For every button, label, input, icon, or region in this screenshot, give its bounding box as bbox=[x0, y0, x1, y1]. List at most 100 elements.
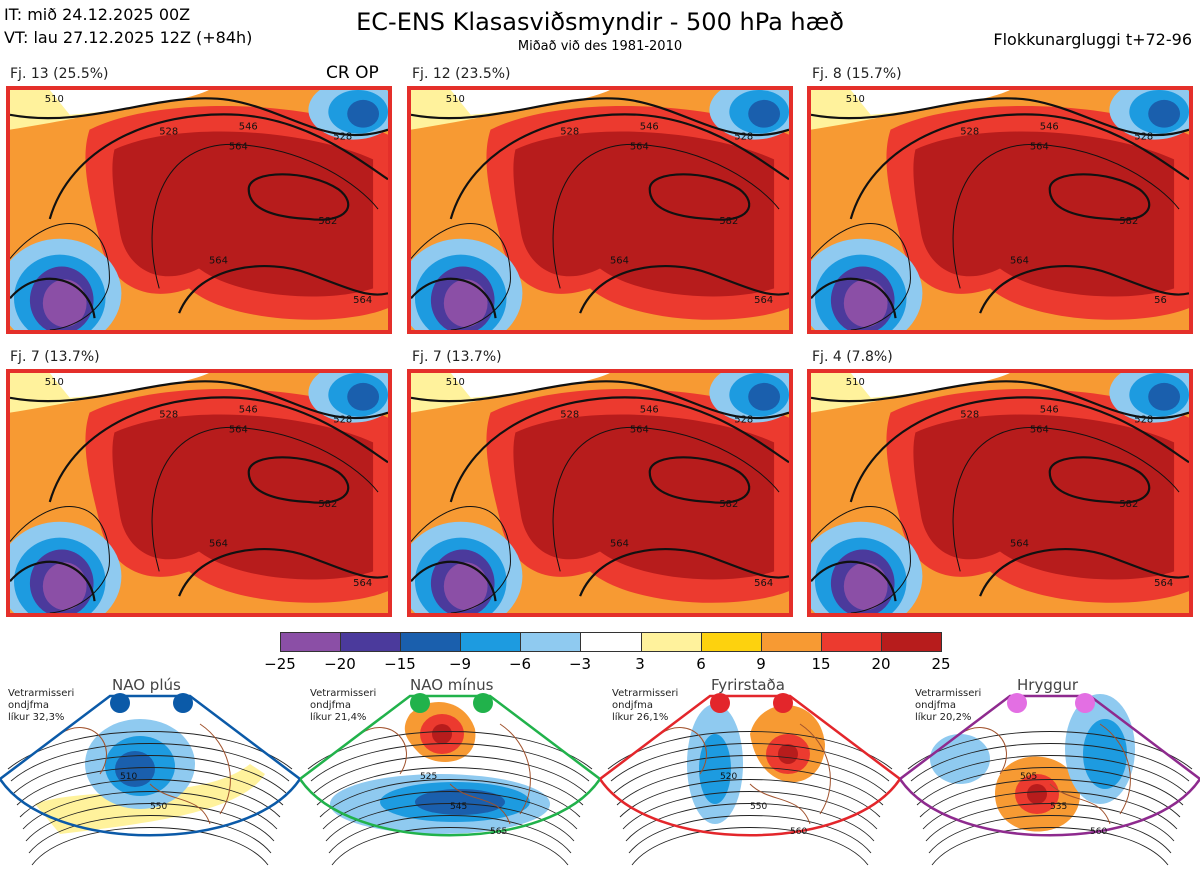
scenario-map-panel[interactable]: 510 528 546 564 582 564 564 528 bbox=[6, 369, 392, 617]
regime-title: NAO mínus bbox=[410, 676, 494, 694]
contour-label: 528 bbox=[560, 127, 579, 138]
contour-line bbox=[178, 548, 388, 597]
contour-label: 564 bbox=[353, 295, 372, 306]
regime-contour-line bbox=[628, 815, 872, 854]
contour-label: 510 bbox=[446, 377, 465, 388]
colorbar-tick: −25 bbox=[264, 655, 296, 673]
regime-note: Vetrarmisseri ondjfma líkur 32,3% bbox=[8, 688, 74, 724]
colorbar-tick: 6 bbox=[696, 655, 706, 673]
scenario-map-panel[interactable]: 510 528 546 564 582 564 564 528 bbox=[407, 369, 793, 617]
contour-label: 564 bbox=[754, 295, 773, 306]
regime-contour-line bbox=[610, 743, 890, 782]
contour-line bbox=[411, 277, 497, 319]
regime-contour-line bbox=[919, 779, 1181, 818]
regime-contour-label: 550 bbox=[750, 802, 767, 812]
contour-line bbox=[579, 548, 789, 597]
regime-contour-line bbox=[16, 767, 284, 806]
regime-contour-line bbox=[631, 827, 869, 866]
regime-note-line: Vetrarmisseri bbox=[8, 688, 75, 699]
contour-line bbox=[979, 265, 1189, 314]
contour-label: 546 bbox=[640, 405, 659, 416]
anomaly-fill-white bbox=[49, 90, 209, 115]
panel-label: Fj. 7 (13.7%) bbox=[412, 349, 502, 365]
anomaly-fill-darkblue bbox=[1148, 99, 1181, 128]
regime-contour-line bbox=[925, 803, 1175, 842]
contour-label: 564 bbox=[610, 256, 629, 267]
panel-label: Fj. 8 (15.7%) bbox=[812, 66, 902, 82]
height-contours bbox=[811, 97, 1189, 330]
scenario-map-panel[interactable]: 510 528 546 564 582 564 56 528 bbox=[807, 86, 1193, 334]
regime-dot bbox=[173, 693, 193, 713]
contour-label: 564 bbox=[353, 578, 372, 589]
scenario-map-panel[interactable]: 510 528 546 564 582 564 564 528 bbox=[6, 86, 392, 334]
contour-line bbox=[247, 456, 350, 504]
contour-label: 564 bbox=[1010, 256, 1029, 267]
contour-line bbox=[811, 223, 911, 330]
regime-map: 505 535 560 bbox=[898, 693, 1200, 866]
coastline bbox=[959, 723, 1131, 825]
contour-label: 56 bbox=[1154, 295, 1167, 306]
contour-label: 582 bbox=[719, 499, 738, 510]
panel-label: Fj. 13 (25.5%) bbox=[10, 66, 109, 82]
contour-line bbox=[648, 456, 751, 504]
contour-label: 564 bbox=[754, 578, 773, 589]
height-contours bbox=[411, 97, 789, 330]
regime-note-line: líkur 20,2% bbox=[915, 712, 972, 723]
contour-label: 564 bbox=[209, 539, 228, 550]
regime-title: Hryggur bbox=[1017, 676, 1079, 694]
regime-contour-label: 505 bbox=[1020, 772, 1037, 782]
colorbar-segment bbox=[281, 633, 342, 651]
regime-contour-line bbox=[22, 791, 278, 830]
contour-line bbox=[151, 144, 379, 289]
regime-contour-line bbox=[325, 803, 575, 842]
anomaly-fill-darkred bbox=[913, 131, 1175, 297]
scenario-map-panel[interactable]: 510 528 546 564 582 564 564 528 bbox=[407, 86, 793, 334]
panel-label: Fj. 12 (23.5%) bbox=[412, 66, 511, 82]
contour-label: 564 bbox=[229, 142, 248, 153]
contour-label: 528 bbox=[159, 127, 178, 138]
scenario-map: 510 528 546 564 582 564 56 528 bbox=[811, 90, 1189, 330]
contour-line bbox=[411, 380, 789, 420]
initial-time: IT: mið 24.12.2025 00Z bbox=[4, 5, 191, 24]
crop-label: CR OP bbox=[326, 63, 379, 83]
contour-line bbox=[178, 265, 388, 314]
regime-panel-blocking[interactable]: 520 550 560 bbox=[598, 674, 902, 871]
contour-line bbox=[247, 173, 350, 221]
regime-note-line: líkur 26,1% bbox=[612, 712, 669, 723]
header-times: IT: mið 24.12.2025 00Z VT: lau 27.12.202… bbox=[4, 3, 252, 49]
regime-contour-line bbox=[625, 803, 875, 842]
regime-title: NAO plús bbox=[112, 676, 181, 694]
contour-label: 528 bbox=[159, 410, 178, 421]
contour-label: 546 bbox=[239, 405, 258, 416]
regime-contour-line bbox=[616, 767, 884, 806]
contour-label: 582 bbox=[719, 216, 738, 227]
contour-line bbox=[10, 380, 388, 420]
colorbar-tick: −15 bbox=[384, 655, 416, 673]
contour-label: 582 bbox=[1119, 499, 1138, 510]
regime-contour-label: 565 bbox=[490, 827, 507, 837]
regime-note-line: Vetrarmisseri bbox=[310, 688, 377, 699]
contour-line bbox=[811, 380, 1189, 420]
contour-line bbox=[552, 144, 780, 289]
contour-line bbox=[552, 427, 780, 572]
contour-label: 528 bbox=[960, 410, 979, 421]
colorbar-tick: 20 bbox=[871, 655, 891, 673]
contour-line bbox=[411, 560, 497, 602]
anomaly-fill-darkblue bbox=[347, 99, 380, 128]
colorbar-segment bbox=[581, 633, 642, 651]
colorbar-segment bbox=[521, 633, 582, 651]
contour-line bbox=[411, 223, 511, 330]
height-contours bbox=[10, 380, 388, 613]
regime-note-line: ondjfma bbox=[8, 700, 49, 711]
regime-panel-ridge[interactable]: 505 535 560 bbox=[898, 674, 1200, 871]
contour-label: 564 bbox=[229, 425, 248, 436]
contour-line bbox=[151, 427, 379, 572]
contour-label: 528 bbox=[734, 415, 753, 426]
regime-contour-line bbox=[13, 755, 287, 794]
scenario-map-panel[interactable]: 510 528 546 564 582 564 564 528 bbox=[807, 369, 1193, 617]
regime-panel-nao-minus[interactable]: 525 545 565 bbox=[298, 674, 602, 871]
scenario-map: 510 528 546 564 582 564 564 528 bbox=[10, 90, 388, 330]
contour-line bbox=[411, 506, 511, 613]
height-contours bbox=[10, 97, 388, 330]
regime-panel-nao-plus[interactable]: 510 550 bbox=[0, 674, 302, 871]
